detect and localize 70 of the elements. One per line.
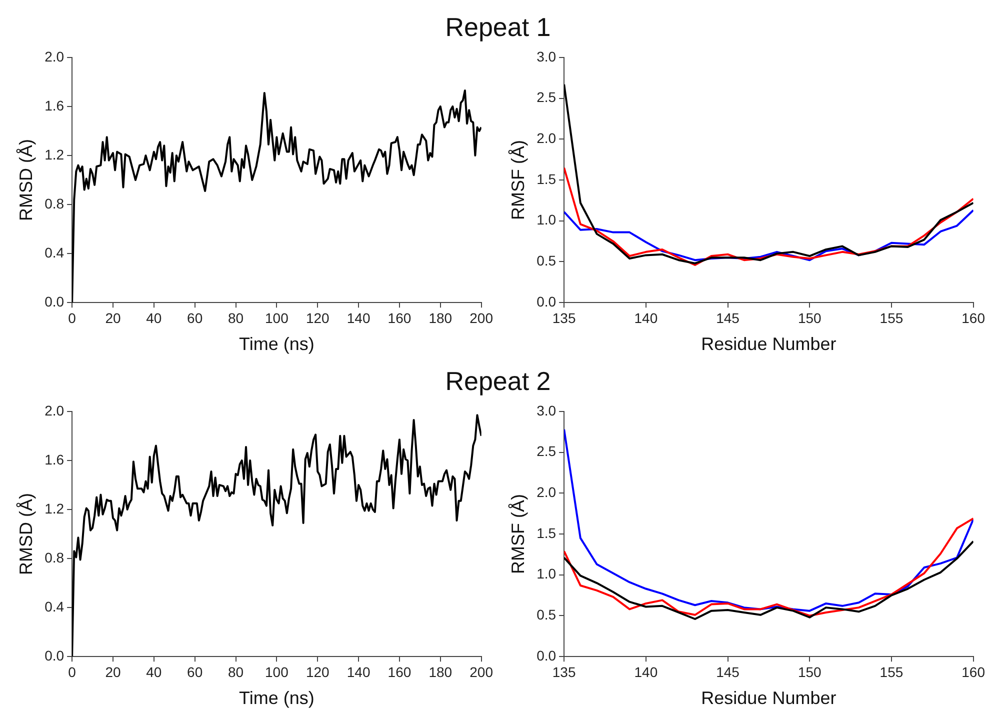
x-tick-label: 20 (105, 310, 121, 326)
y-axis-title: RMSD (Å) (16, 493, 36, 575)
x-tick-label: 0 (68, 664, 76, 680)
y-tick-label: 0.0 (536, 293, 556, 310)
chart-title: Repeat 2 (445, 366, 551, 396)
x-tick-label: 120 (306, 664, 330, 680)
x-tick-label: 120 (306, 310, 330, 326)
y-tick-label: 1.2 (44, 500, 64, 516)
x-tick-label: 135 (552, 310, 576, 326)
y-tick-label: 2.0 (44, 402, 64, 418)
y-tick-label: 0.5 (536, 252, 556, 269)
x-tick-label: 150 (798, 664, 822, 680)
x-axis-title: Time (ns) (239, 334, 314, 354)
x-tick-label: 80 (228, 664, 244, 680)
y-tick-label: 1.6 (44, 451, 64, 468)
x-tick-label: 155 (880, 664, 904, 680)
x-tick-label: 145 (716, 664, 740, 680)
x-tick-label: 135 (552, 664, 576, 680)
y-tick-label: 1.0 (536, 566, 556, 582)
x-axis-title: Time (ns) (239, 688, 314, 708)
x-tick-label: 160 (388, 310, 412, 326)
y-tick-label: 0.0 (536, 647, 556, 664)
y-axis-title: RMSD (Å) (16, 139, 36, 221)
x-tick-label: 160 (962, 310, 986, 326)
y-tick-label: 0.8 (44, 549, 64, 566)
x-tick-label: 200 (470, 664, 494, 680)
y-tick-label: 2.5 (536, 89, 556, 106)
x-tick-label: 140 (346, 310, 370, 326)
y-tick-label: 1.0 (536, 212, 556, 228)
y-tick-label: 2.0 (536, 130, 556, 146)
x-tick-label: 160 (388, 664, 412, 680)
x-tick-label: 140 (634, 664, 658, 680)
x-tick-label: 180 (428, 310, 452, 326)
x-tick-label: 60 (187, 310, 203, 326)
x-tick-label: 0 (68, 310, 76, 326)
y-tick-label: 0.4 (44, 598, 64, 614)
x-tick-label: 40 (146, 310, 162, 326)
y-axis-title: RMSF (Å) (508, 140, 528, 220)
x-axis-title: Residue Number (701, 688, 836, 708)
x-tick-label: 100 (265, 310, 289, 326)
x-tick-label: 40 (146, 664, 162, 680)
x-tick-label: 160 (962, 664, 986, 680)
y-tick-label: 0.5 (536, 606, 556, 623)
y-tick-label: 1.2 (44, 146, 64, 162)
x-tick-label: 100 (265, 664, 289, 680)
y-tick-label: 2.0 (44, 48, 64, 64)
x-tick-label: 150 (798, 310, 822, 326)
y-tick-label: 3.0 (536, 48, 556, 64)
y-tick-label: 0.4 (44, 244, 64, 260)
x-axis-title: Residue Number (701, 334, 836, 354)
y-tick-label: 1.5 (536, 170, 556, 187)
y-tick-label: 0.0 (44, 293, 64, 310)
x-tick-label: 80 (228, 310, 244, 326)
x-tick-label: 140 (346, 664, 370, 680)
x-tick-label: 60 (187, 664, 203, 680)
y-tick-label: 0.8 (44, 195, 64, 212)
x-tick-label: 145 (716, 310, 740, 326)
y-tick-label: 3.0 (536, 402, 556, 418)
y-tick-label: 2.0 (536, 484, 556, 500)
y-tick-label: 1.5 (536, 524, 556, 541)
chart-title: Repeat 1 (445, 12, 551, 42)
x-tick-label: 140 (634, 310, 658, 326)
x-tick-label: 200 (470, 310, 494, 326)
y-axis-title: RMSF (Å) (508, 494, 528, 574)
y-tick-label: 2.5 (536, 443, 556, 460)
x-tick-label: 155 (880, 310, 904, 326)
x-tick-label: 180 (428, 664, 452, 680)
y-tick-label: 0.0 (44, 647, 64, 664)
y-tick-label: 1.6 (44, 97, 64, 114)
x-tick-label: 20 (105, 664, 121, 680)
